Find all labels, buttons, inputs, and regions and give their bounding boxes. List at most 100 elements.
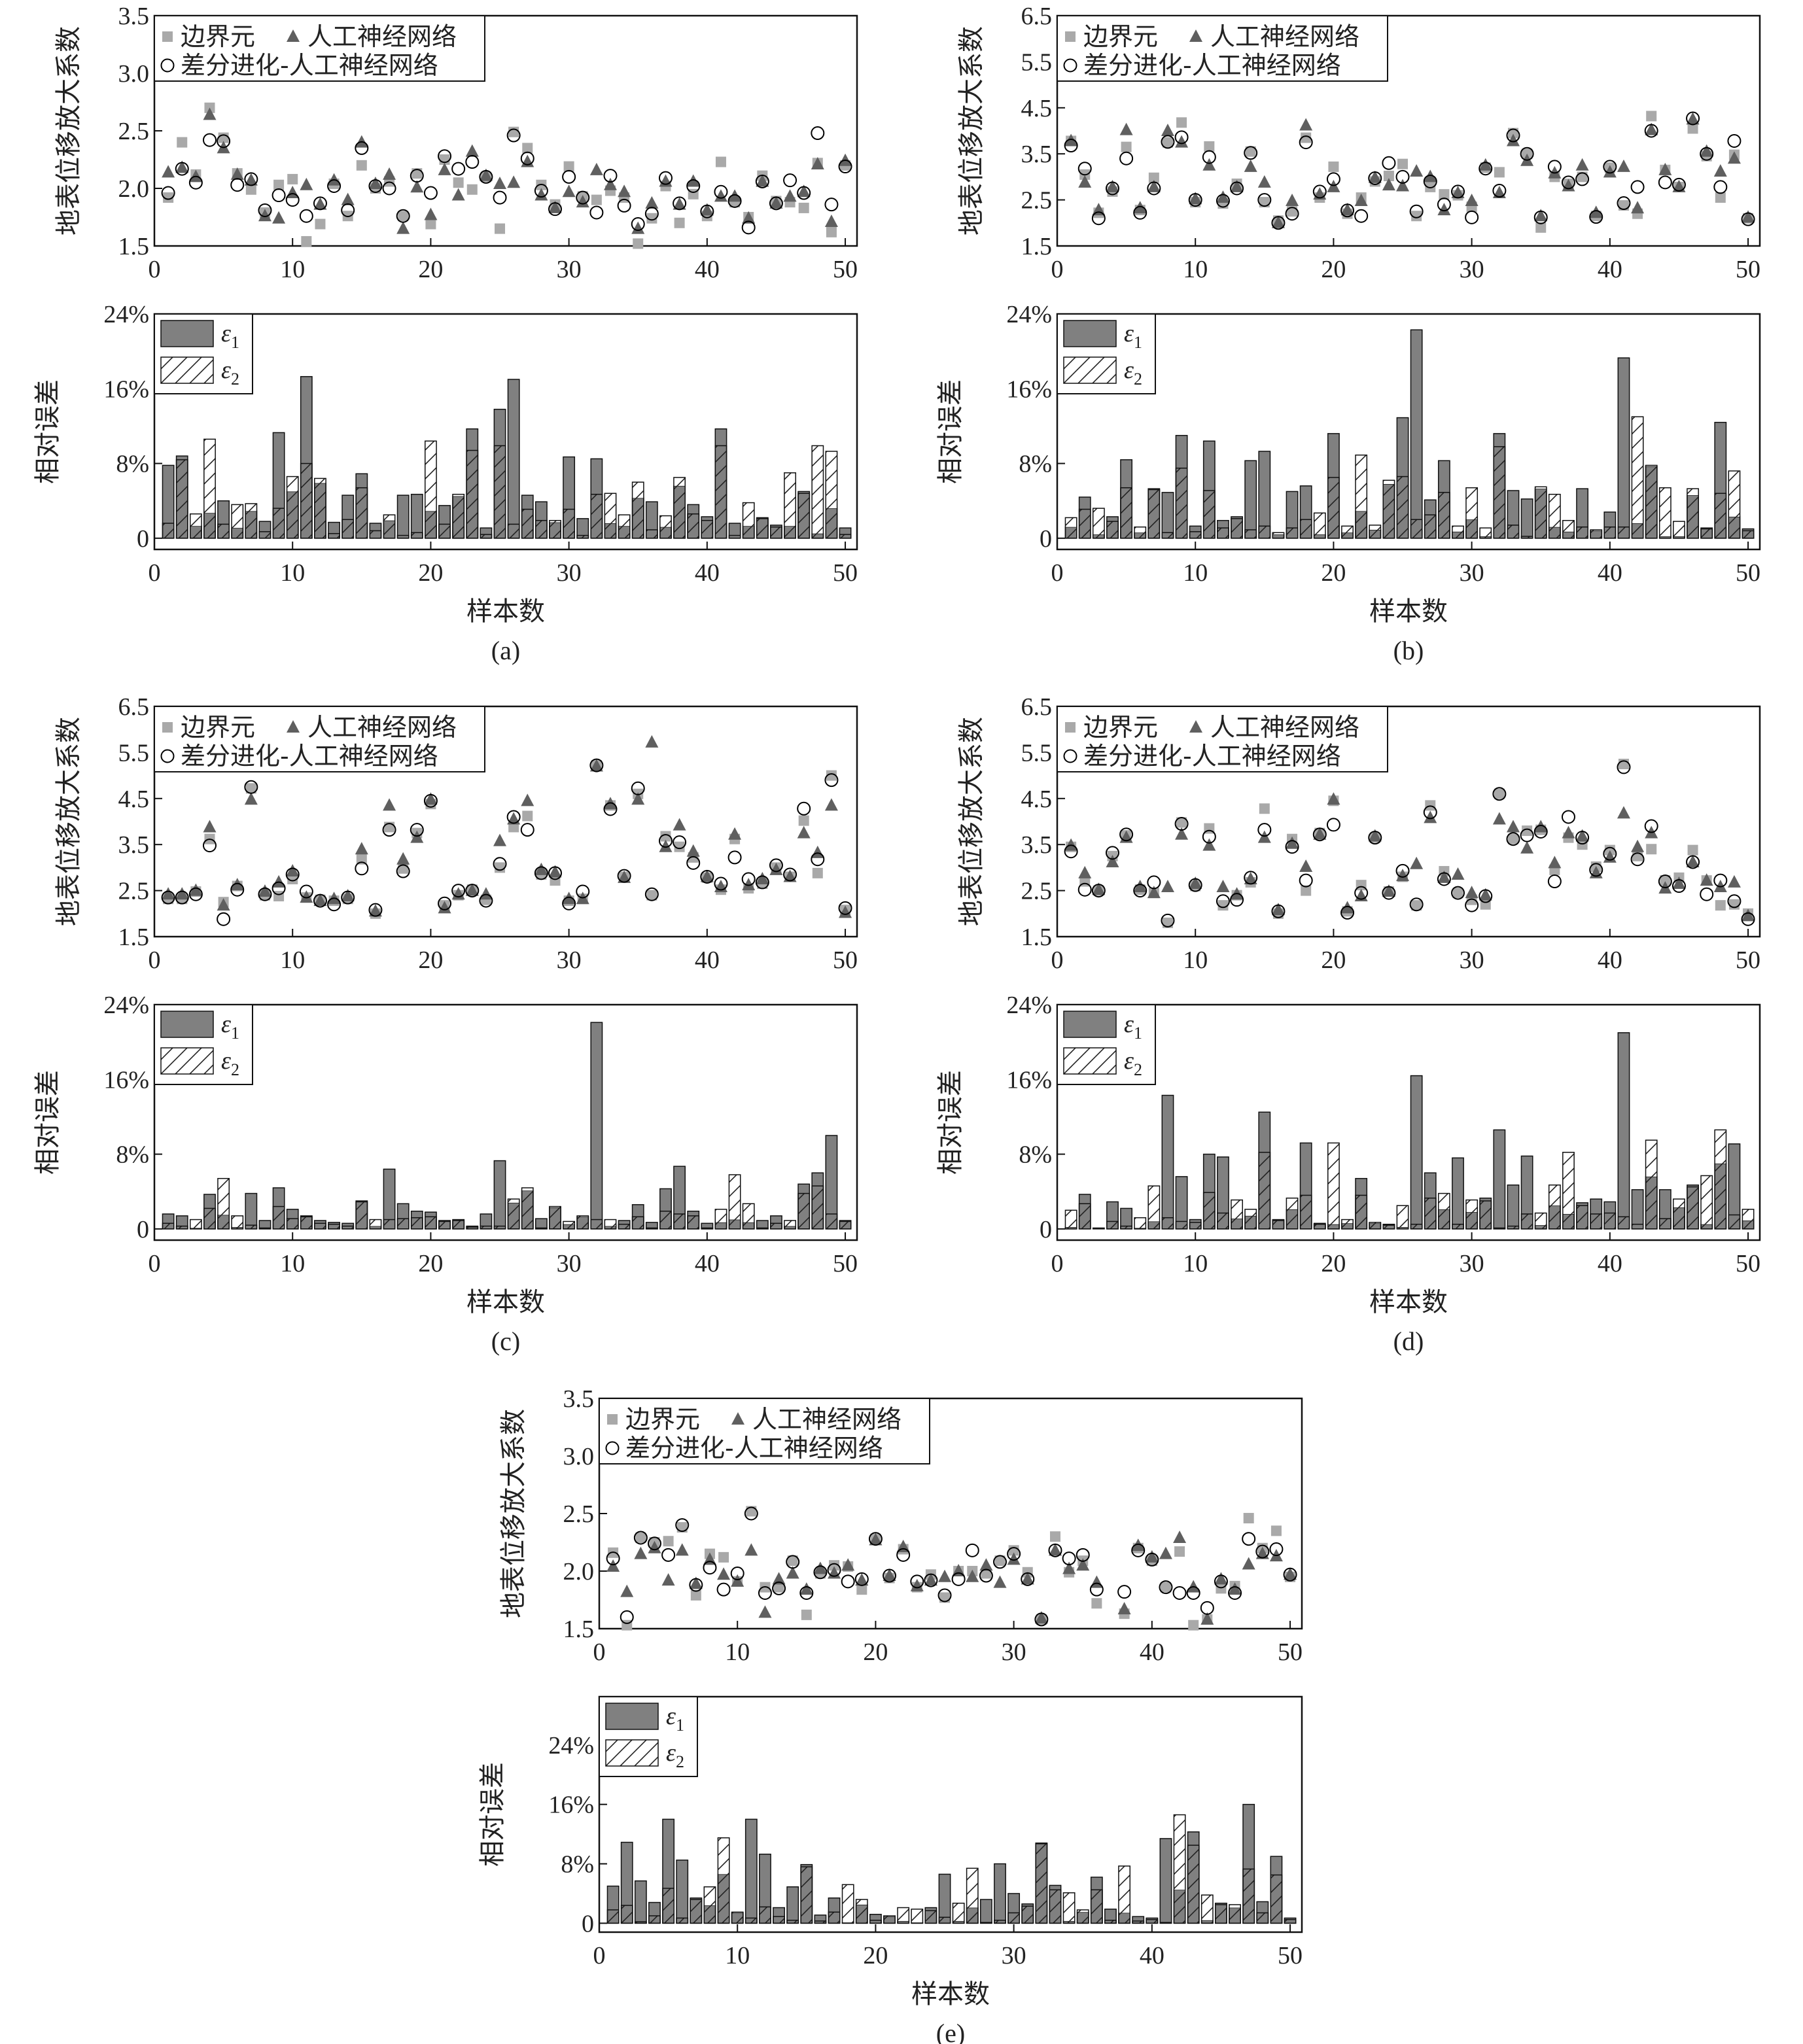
bar-e2 xyxy=(1258,525,1271,539)
data-point-triangle xyxy=(938,1569,952,1582)
data-point-triangle xyxy=(258,209,271,222)
data-point-circle xyxy=(355,141,369,155)
bar-e2 xyxy=(1161,532,1174,539)
legend-subscript: 2 xyxy=(1134,370,1142,389)
data-point-triangle xyxy=(1700,873,1713,886)
legend-label-bem: 边界元 xyxy=(1083,22,1158,51)
data-point-circle xyxy=(1686,855,1700,869)
bar-e2 xyxy=(1465,1199,1479,1230)
data-point-triangle xyxy=(1299,118,1313,131)
data-point-triangle xyxy=(797,825,811,839)
data-point-triangle xyxy=(1255,1546,1269,1559)
bar-e1 xyxy=(1159,1838,1172,1924)
data-point-square xyxy=(1632,850,1643,861)
y-tick-label: 0 xyxy=(137,525,149,553)
data-point-circle xyxy=(824,198,839,212)
data-point-square xyxy=(1397,158,1409,169)
series-triangle xyxy=(162,107,852,234)
legend-symbol: ε xyxy=(1124,320,1134,347)
data-point-triangle xyxy=(1048,1543,1062,1556)
data-point-circle xyxy=(1547,875,1562,889)
data-point-triangle xyxy=(534,188,548,201)
data-point-circle xyxy=(1700,147,1714,161)
data-point-square xyxy=(1148,172,1159,183)
data-point-triangle xyxy=(493,833,507,846)
series-circle xyxy=(1064,760,1755,927)
legend-triangle-icon xyxy=(287,29,300,42)
y-tick-label: 5.5 xyxy=(1021,48,1053,76)
bar-e2 xyxy=(272,508,285,539)
data-point-triangle xyxy=(742,878,756,891)
bar-e2 xyxy=(1175,1221,1188,1230)
data-point-circle xyxy=(841,1574,855,1589)
data-point-square xyxy=(1577,839,1588,850)
bar-e2 xyxy=(784,1220,796,1230)
data-point-triangle xyxy=(493,176,507,189)
data-point-circle xyxy=(1255,1544,1270,1559)
data-point-square xyxy=(798,202,809,213)
data-point-circle xyxy=(1326,172,1340,186)
data-point-circle xyxy=(341,890,355,905)
data-point-square xyxy=(1301,885,1312,896)
data-point-circle xyxy=(1257,193,1272,207)
legend-symbol: ε xyxy=(1124,1011,1134,1038)
data-point-square xyxy=(1715,900,1726,911)
bar-e1 xyxy=(1493,1129,1506,1230)
bar-e1 xyxy=(1617,357,1630,539)
bar-e2 xyxy=(1396,476,1409,539)
data-point-triangle xyxy=(1327,792,1340,805)
bar-e2 xyxy=(1049,1889,1062,1924)
x-tick-label: 10 xyxy=(280,559,305,587)
bar-e2 xyxy=(217,523,230,539)
data-point-triangle xyxy=(396,221,410,234)
legend-triangle-icon xyxy=(1189,720,1202,733)
bar-e2 xyxy=(396,1218,410,1230)
x-tick-label: 20 xyxy=(863,1942,888,1969)
data-point-circle xyxy=(451,884,466,898)
bar-e1 xyxy=(534,1218,548,1230)
series-circle xyxy=(161,758,852,926)
data-point-square xyxy=(646,213,657,224)
legend-frame xyxy=(1057,706,1388,772)
data-point-triangle xyxy=(1175,827,1189,840)
data-point-square xyxy=(690,1589,701,1601)
data-point-square xyxy=(856,1584,867,1595)
data-point-triangle xyxy=(1145,1550,1159,1563)
bar-e2 xyxy=(1658,1218,1672,1230)
data-point-circle xyxy=(1216,894,1230,909)
data-point-triangle xyxy=(1076,1558,1090,1571)
bar-e2 xyxy=(1200,1894,1214,1924)
data-point-square xyxy=(746,1506,757,1517)
data-point-square xyxy=(495,862,506,873)
data-point-circle xyxy=(1672,177,1686,192)
data-point-triangle xyxy=(424,792,438,805)
bar-e2 xyxy=(1728,1214,1741,1230)
x-tick-label: 30 xyxy=(557,1250,582,1277)
data-point-square xyxy=(1176,117,1187,128)
data-point-circle xyxy=(838,160,852,174)
data-point-square xyxy=(356,854,367,865)
data-point-circle xyxy=(965,1543,979,1557)
bar-e2 xyxy=(410,532,423,539)
data-point-triangle xyxy=(424,207,438,220)
data-point-square xyxy=(1660,875,1671,886)
bar-e2 xyxy=(1272,1220,1285,1230)
bar-e2 xyxy=(839,1221,852,1230)
bar-e2 xyxy=(1452,1223,1464,1230)
legend-label-ann: 人工神经网络 xyxy=(1210,22,1359,51)
data-point-circle xyxy=(827,1563,841,1577)
data-point-circle xyxy=(1076,1548,1090,1562)
data-point-circle xyxy=(1479,889,1493,903)
bar-e2 xyxy=(869,1920,882,1924)
bar-e2 xyxy=(1410,519,1423,539)
bar-e2 xyxy=(480,1225,493,1230)
data-point-circle xyxy=(838,901,852,915)
data-point-square xyxy=(1383,170,1394,181)
panel-caption: (d) xyxy=(1393,1326,1424,1356)
data-point-circle xyxy=(1271,216,1286,230)
data-point-triangle xyxy=(1727,875,1741,888)
data-point-triangle xyxy=(1742,909,1755,922)
data-point-circle xyxy=(673,196,687,211)
data-point-circle xyxy=(755,875,769,890)
